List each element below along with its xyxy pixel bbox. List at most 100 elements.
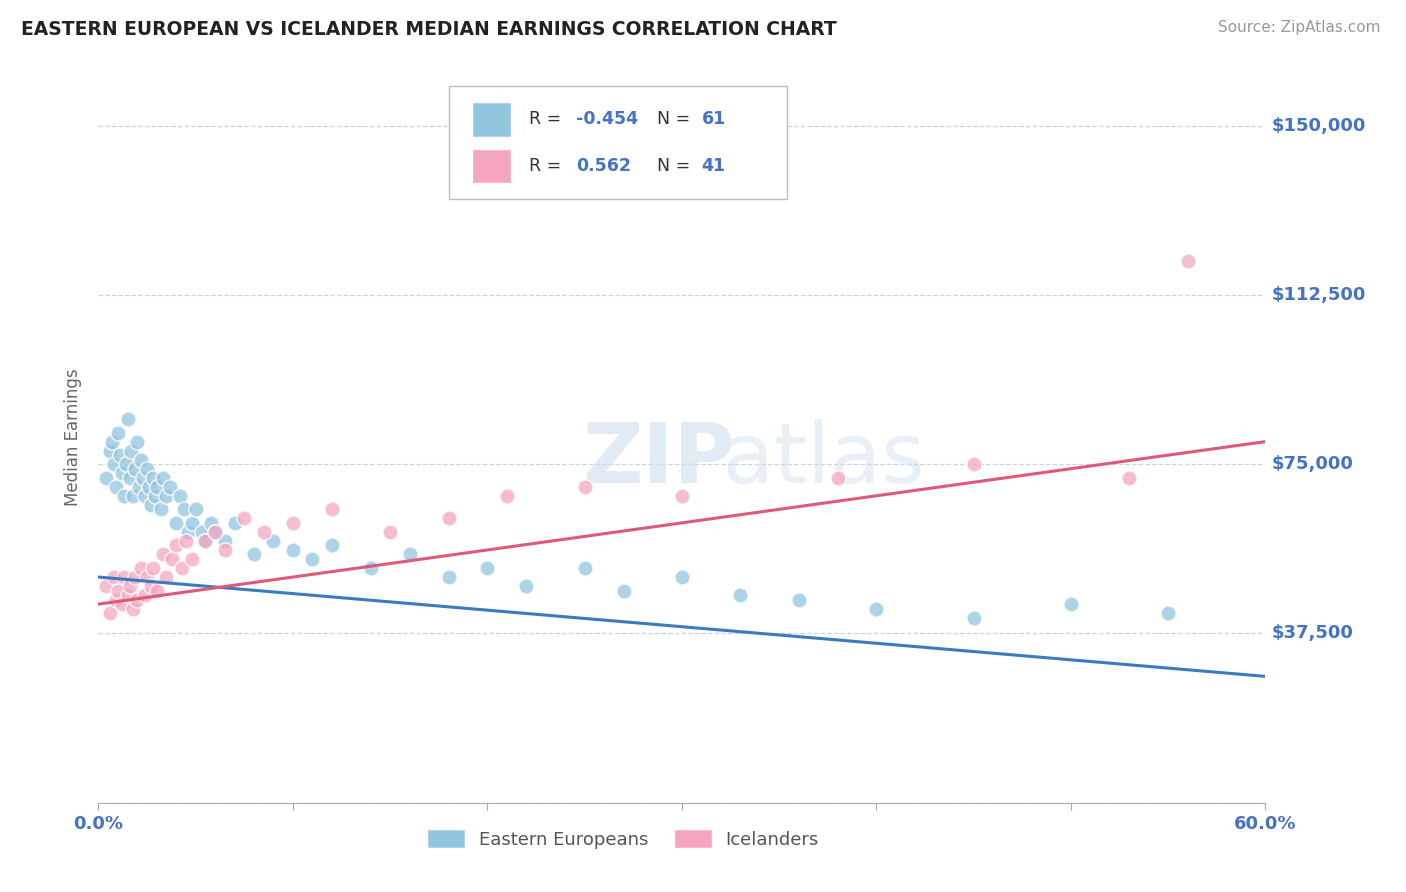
Y-axis label: Median Earnings: Median Earnings xyxy=(65,368,83,506)
Point xyxy=(134,489,156,503)
Point xyxy=(152,548,174,562)
Point xyxy=(170,561,193,575)
Text: $112,500: $112,500 xyxy=(1271,285,1365,304)
Point xyxy=(165,516,187,530)
Point xyxy=(730,588,752,602)
Point xyxy=(281,516,304,530)
Point xyxy=(146,480,169,494)
Point xyxy=(515,579,537,593)
Text: N =: N = xyxy=(658,111,696,128)
Text: Source: ZipAtlas.com: Source: ZipAtlas.com xyxy=(1218,20,1381,35)
Point xyxy=(143,489,166,503)
Point xyxy=(162,552,184,566)
Point xyxy=(169,489,191,503)
Text: 0.562: 0.562 xyxy=(575,157,631,175)
Point xyxy=(184,502,207,516)
Point xyxy=(96,579,118,593)
Point xyxy=(127,434,149,449)
Point xyxy=(165,538,187,552)
Text: 61: 61 xyxy=(702,111,725,128)
Point xyxy=(104,592,127,607)
Point xyxy=(111,466,134,480)
Point xyxy=(787,592,810,607)
Point xyxy=(117,588,139,602)
Point xyxy=(224,516,246,530)
Point xyxy=(214,533,236,548)
Point xyxy=(122,489,145,503)
Point xyxy=(128,480,150,494)
Point xyxy=(827,471,849,485)
Point xyxy=(574,480,596,494)
Point xyxy=(101,434,124,449)
Point xyxy=(142,561,165,575)
Point xyxy=(204,524,226,539)
Point xyxy=(671,489,693,503)
Point xyxy=(437,570,460,584)
Point xyxy=(496,489,519,503)
Point xyxy=(200,516,222,530)
Point xyxy=(114,457,136,471)
Point xyxy=(174,533,197,548)
Point xyxy=(107,583,129,598)
Text: $37,500: $37,500 xyxy=(1271,624,1353,642)
Point xyxy=(98,443,121,458)
Point xyxy=(108,448,131,462)
Point xyxy=(301,552,323,566)
Text: atlas: atlas xyxy=(723,418,925,500)
Point xyxy=(152,471,174,485)
Point xyxy=(129,452,152,467)
Point xyxy=(243,548,266,562)
Point xyxy=(142,471,165,485)
Point xyxy=(139,579,162,593)
Text: EASTERN EUROPEAN VS ICELANDER MEDIAN EARNINGS CORRELATION CHART: EASTERN EUROPEAN VS ICELANDER MEDIAN EAR… xyxy=(21,20,837,38)
Point xyxy=(1118,471,1140,485)
Point xyxy=(574,561,596,575)
Point xyxy=(177,524,200,539)
Point xyxy=(321,502,343,516)
Text: ZIP: ZIP xyxy=(582,418,735,500)
Point xyxy=(194,533,217,548)
Bar xyxy=(472,150,510,183)
Point xyxy=(124,570,146,584)
Point xyxy=(173,502,195,516)
Point xyxy=(104,480,127,494)
Text: $150,000: $150,000 xyxy=(1271,117,1365,135)
Point xyxy=(180,552,202,566)
Point xyxy=(117,412,139,426)
Point xyxy=(155,489,177,503)
Point xyxy=(1060,597,1083,611)
Point xyxy=(124,461,146,475)
Legend: Eastern Europeans, Icelanders: Eastern Europeans, Icelanders xyxy=(420,823,827,856)
Point xyxy=(103,457,125,471)
Point xyxy=(149,502,172,516)
Point xyxy=(107,425,129,440)
Point xyxy=(118,471,141,485)
Bar xyxy=(472,103,510,136)
Point xyxy=(134,588,156,602)
Point xyxy=(111,597,134,611)
Point xyxy=(129,561,152,575)
Point xyxy=(121,443,143,458)
Point xyxy=(360,561,382,575)
Point xyxy=(159,480,181,494)
Point xyxy=(112,489,135,503)
Point xyxy=(139,498,162,512)
Point xyxy=(671,570,693,584)
Point xyxy=(398,548,420,562)
Point xyxy=(155,570,177,584)
Point xyxy=(437,511,460,525)
Point xyxy=(132,471,155,485)
Point xyxy=(112,570,135,584)
Point xyxy=(613,583,636,598)
FancyBboxPatch shape xyxy=(449,86,787,200)
Text: -0.454: -0.454 xyxy=(575,111,638,128)
Point xyxy=(262,533,284,548)
Point xyxy=(962,610,984,624)
Point xyxy=(253,524,276,539)
Point xyxy=(136,461,159,475)
Text: $75,000: $75,000 xyxy=(1271,455,1353,473)
Point xyxy=(180,516,202,530)
Point xyxy=(1177,254,1199,268)
Point xyxy=(1157,606,1180,620)
Point xyxy=(321,538,343,552)
